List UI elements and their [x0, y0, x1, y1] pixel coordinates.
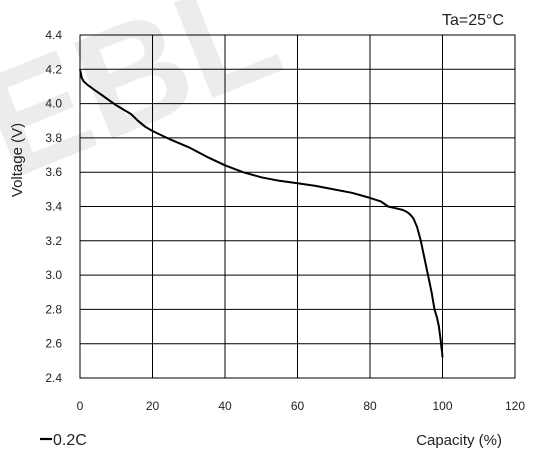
y-tick-label: 2.8	[45, 302, 62, 316]
x-tick-label: 100	[432, 399, 452, 413]
legend: 0.2C	[40, 432, 87, 449]
y-tick-label: 4.4	[45, 28, 62, 42]
y-axis-label: Voltage (V)	[9, 123, 26, 197]
y-tick-label: 4.2	[45, 62, 62, 76]
y-tick-label: 3.6	[45, 165, 62, 179]
y-tick-label: 3.4	[45, 200, 62, 214]
plot-frame	[79, 34, 516, 379]
y-tick-label: 2.4	[45, 371, 62, 385]
y-tick-label: 3.2	[45, 234, 62, 248]
legend-label: 0.2C	[53, 432, 87, 449]
y-tick-labels: 2.4 2.6 2.8 3.0 3.2 3.4 3.6 3.8 4.0 4.2 4.4	[45, 28, 62, 385]
x-tick-label: 40	[218, 399, 232, 413]
y-tick-label: 4.0	[45, 97, 62, 111]
temperature-annotation: Ta=25°C	[442, 12, 504, 29]
y-tick-label: 3.8	[45, 131, 62, 145]
x-tick-label: 0	[77, 399, 84, 413]
x-tick-labels: 0 20 40 60 80 100 120	[77, 399, 526, 413]
x-tick-label: 60	[291, 399, 305, 413]
x-tick-label: 120	[505, 399, 525, 413]
series-line	[79, 69, 444, 358]
y-tick-label: 3.0	[45, 268, 62, 282]
x-tick-label: 80	[363, 399, 377, 413]
series-group	[79, 69, 444, 358]
x-axis-label: Capacity (%)	[416, 432, 502, 449]
x-tick-label: 20	[146, 399, 160, 413]
y-tick-label: 2.6	[45, 337, 62, 351]
